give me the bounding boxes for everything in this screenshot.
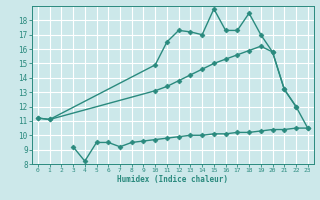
X-axis label: Humidex (Indice chaleur): Humidex (Indice chaleur) [117,175,228,184]
